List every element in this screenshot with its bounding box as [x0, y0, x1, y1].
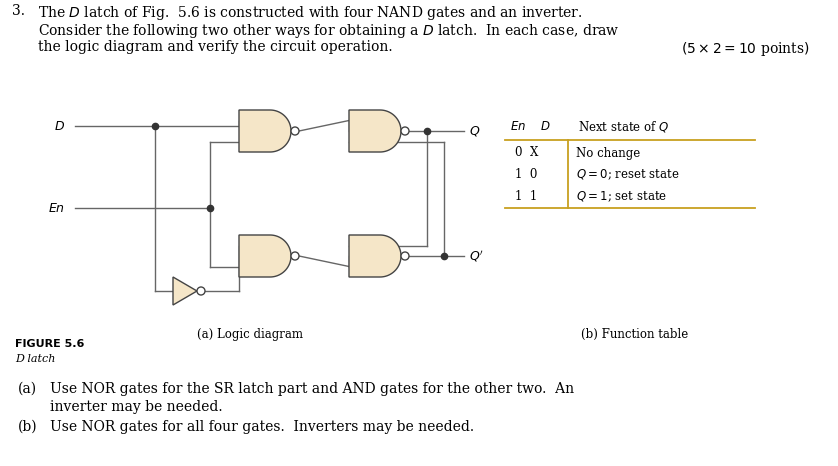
Text: $Q = 0$; reset state: $Q = 0$; reset state [576, 168, 680, 182]
Polygon shape [349, 110, 401, 152]
Text: 1  0: 1 0 [515, 169, 537, 181]
Text: (b) Function table: (b) Function table [582, 328, 689, 341]
Text: The $D$ latch of Fig.  5.6 is constructed with four NAND gates and an inverter.: The $D$ latch of Fig. 5.6 is constructed… [38, 4, 582, 22]
Circle shape [291, 127, 299, 135]
Text: $Q'$: $Q'$ [469, 248, 484, 264]
Text: 0  X: 0 X [515, 146, 538, 159]
Text: 3.: 3. [12, 4, 25, 18]
Polygon shape [239, 235, 291, 277]
Text: $En$: $En$ [510, 119, 526, 132]
Text: D latch: D latch [15, 354, 55, 364]
Circle shape [401, 252, 409, 260]
Polygon shape [349, 235, 401, 277]
Text: $(5 \times 2 = 10$ points$)$: $(5 \times 2 = 10$ points$)$ [681, 40, 810, 58]
Circle shape [401, 127, 409, 135]
Text: (a): (a) [18, 382, 37, 396]
Text: $D$: $D$ [54, 119, 65, 132]
Text: FIGURE 5.6: FIGURE 5.6 [15, 339, 85, 349]
Text: (b): (b) [18, 420, 38, 434]
Text: the logic diagram and verify the circuit operation.: the logic diagram and verify the circuit… [38, 40, 393, 54]
Text: (a) Logic diagram: (a) Logic diagram [197, 328, 303, 341]
Text: Next state of $Q$: Next state of $Q$ [578, 118, 670, 133]
Text: inverter may be needed.: inverter may be needed. [50, 400, 223, 414]
Text: Use NOR gates for the SR latch part and AND gates for the other two.  An: Use NOR gates for the SR latch part and … [50, 382, 574, 396]
Text: 1  1: 1 1 [515, 191, 537, 204]
Circle shape [197, 287, 205, 295]
Text: $D$: $D$ [540, 119, 551, 132]
Polygon shape [239, 110, 291, 152]
Text: Consider the following two other ways for obtaining a $D$ latch.  In each case, : Consider the following two other ways fo… [38, 22, 619, 40]
Circle shape [291, 252, 299, 260]
Text: Use NOR gates for all four gates.  Inverters may be needed.: Use NOR gates for all four gates. Invert… [50, 420, 474, 434]
Polygon shape [173, 277, 197, 305]
Text: No change: No change [576, 146, 640, 159]
Text: $Q = 1$; set state: $Q = 1$; set state [576, 190, 667, 204]
Text: $Q$: $Q$ [469, 124, 480, 138]
Text: $En$: $En$ [48, 201, 65, 214]
